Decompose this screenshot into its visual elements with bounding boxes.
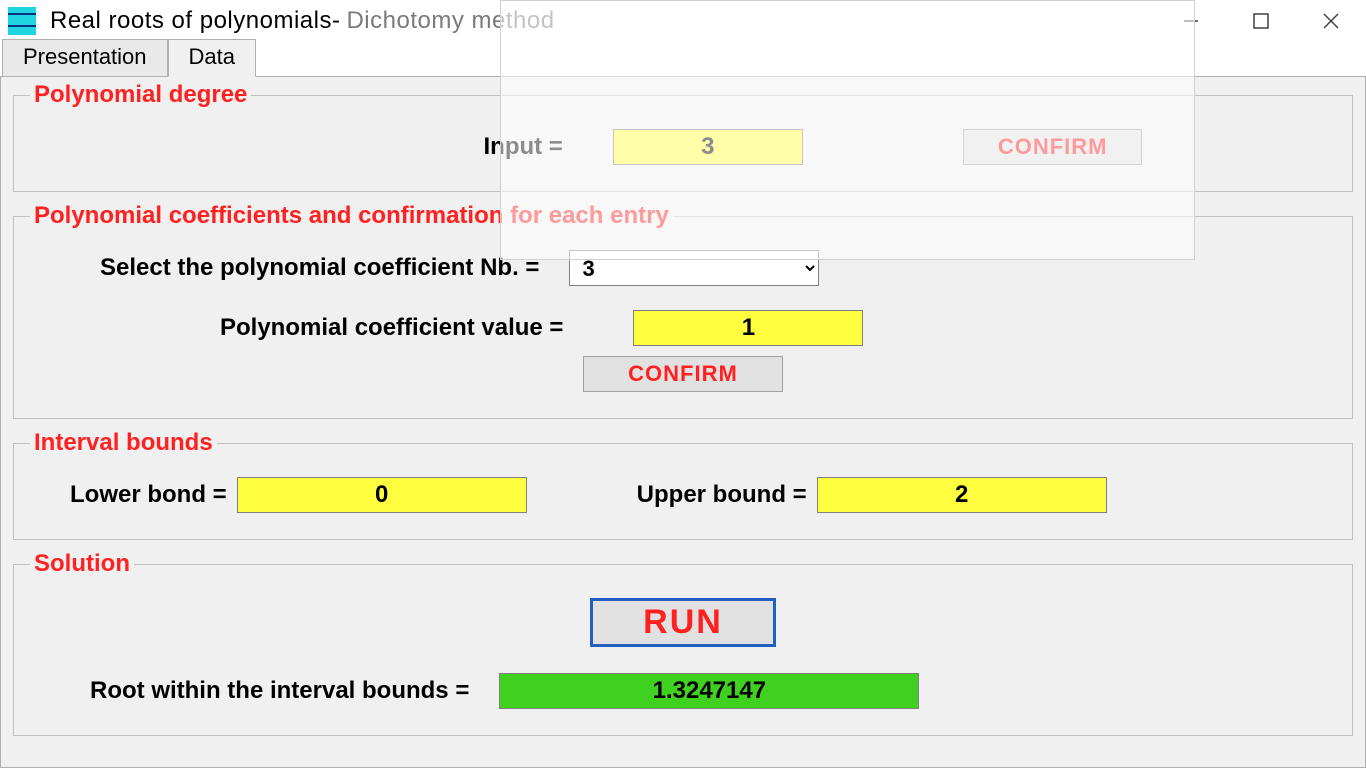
lower-bound-input[interactable] xyxy=(237,477,527,513)
minimize-button[interactable] xyxy=(1156,0,1226,42)
coeff-select[interactable]: 3 xyxy=(569,250,819,286)
window-title-sub: Dichotomy method xyxy=(346,7,554,35)
root-label: Root within the interval bounds = xyxy=(90,677,469,705)
degree-confirm-button[interactable]: CONFIRM xyxy=(963,129,1143,165)
group-polynomial-coefficients: Polynomial coefficients and confirmation… xyxy=(13,202,1353,419)
degree-input-label: Input = xyxy=(484,133,563,161)
group-solution: Solution RUN Root within the interval bo… xyxy=(13,550,1353,736)
window-title-main: Real roots of polynomials- xyxy=(50,7,340,35)
maximize-button[interactable] xyxy=(1226,0,1296,42)
legend-solution: Solution xyxy=(30,550,134,578)
coeff-value-label: Polynomial coefficient value = xyxy=(220,314,563,342)
lower-bound-label: Lower bond = xyxy=(70,481,227,509)
tabstrip: Presentation Data xyxy=(0,42,1366,76)
legend-polynomial-coefficients: Polynomial coefficients and confirmation… xyxy=(30,202,673,230)
close-icon xyxy=(1322,12,1340,30)
degree-input[interactable] xyxy=(613,129,803,165)
coeff-confirm-button[interactable]: CONFIRM xyxy=(583,356,783,392)
close-button[interactable] xyxy=(1296,0,1366,42)
app-window: Real roots of polynomials- Dichotomy met… xyxy=(0,0,1366,768)
titlebar: Real roots of polynomials- Dichotomy met… xyxy=(0,0,1366,42)
app-icon xyxy=(8,7,36,35)
client-area: Polynomial degree Input = CONFIRM Polyno… xyxy=(0,76,1366,768)
tab-presentation[interactable]: Presentation xyxy=(2,39,168,77)
group-interval-bounds: Interval bounds Lower bond = Upper bound… xyxy=(13,429,1353,540)
run-button[interactable]: RUN xyxy=(590,598,776,647)
maximize-icon xyxy=(1253,13,1269,29)
legend-interval-bounds: Interval bounds xyxy=(30,429,217,457)
coeff-value-input[interactable] xyxy=(633,310,863,346)
root-output: 1.3247147 xyxy=(499,673,919,709)
minimize-icon xyxy=(1182,12,1200,30)
window-controls xyxy=(1156,0,1366,42)
upper-bound-label: Upper bound = xyxy=(637,481,807,509)
tab-data[interactable]: Data xyxy=(168,39,256,77)
group-polynomial-degree: Polynomial degree Input = CONFIRM xyxy=(13,81,1353,192)
upper-bound-input[interactable] xyxy=(817,477,1107,513)
coeff-select-label: Select the polynomial coefficient Nb. = xyxy=(100,254,539,282)
legend-polynomial-degree: Polynomial degree xyxy=(30,81,251,109)
